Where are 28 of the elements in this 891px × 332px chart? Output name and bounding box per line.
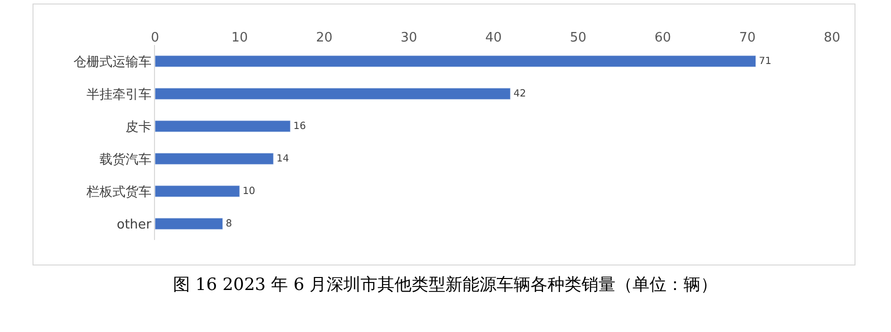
y-tick-label: 载货汽车 <box>99 152 152 168</box>
x-tick-label: 70 <box>739 30 756 46</box>
x-tick-label: 30 <box>400 30 418 46</box>
caption: 图 16 2023 年 6 月深圳市其他类型新能源车辆各种类销量（单位：辆） <box>173 275 718 295</box>
data-label: 16 <box>293 120 306 132</box>
x-tick-label: 20 <box>316 30 333 46</box>
x-tick-label: 40 <box>485 30 502 46</box>
x-tick-label: 60 <box>654 30 672 46</box>
data-label: 14 <box>276 153 290 164</box>
x-tick-label: 50 <box>570 30 586 46</box>
data-label: 42 <box>513 88 526 100</box>
data-label: 71 <box>758 56 772 67</box>
y-tick-label: 半挂牵引车 <box>86 87 152 102</box>
bar <box>155 152 274 165</box>
data-label: 8 <box>226 218 232 230</box>
y-tick-label: 皮卡 <box>125 120 152 135</box>
x-tick-label: 10 <box>231 30 248 46</box>
bar <box>155 120 291 132</box>
bar <box>155 185 240 198</box>
bar <box>155 55 756 68</box>
y-tick-label: 栏板式货车 <box>85 184 152 200</box>
x-tick-label: 80 <box>824 30 840 46</box>
data-label: 10 <box>242 186 256 197</box>
x-tick-label: 0 <box>150 30 160 46</box>
bar <box>155 88 511 100</box>
y-tick-label: other <box>116 217 152 232</box>
y-tick-label: 仓栅式运输车 <box>73 54 152 70</box>
bar <box>155 218 223 230</box>
